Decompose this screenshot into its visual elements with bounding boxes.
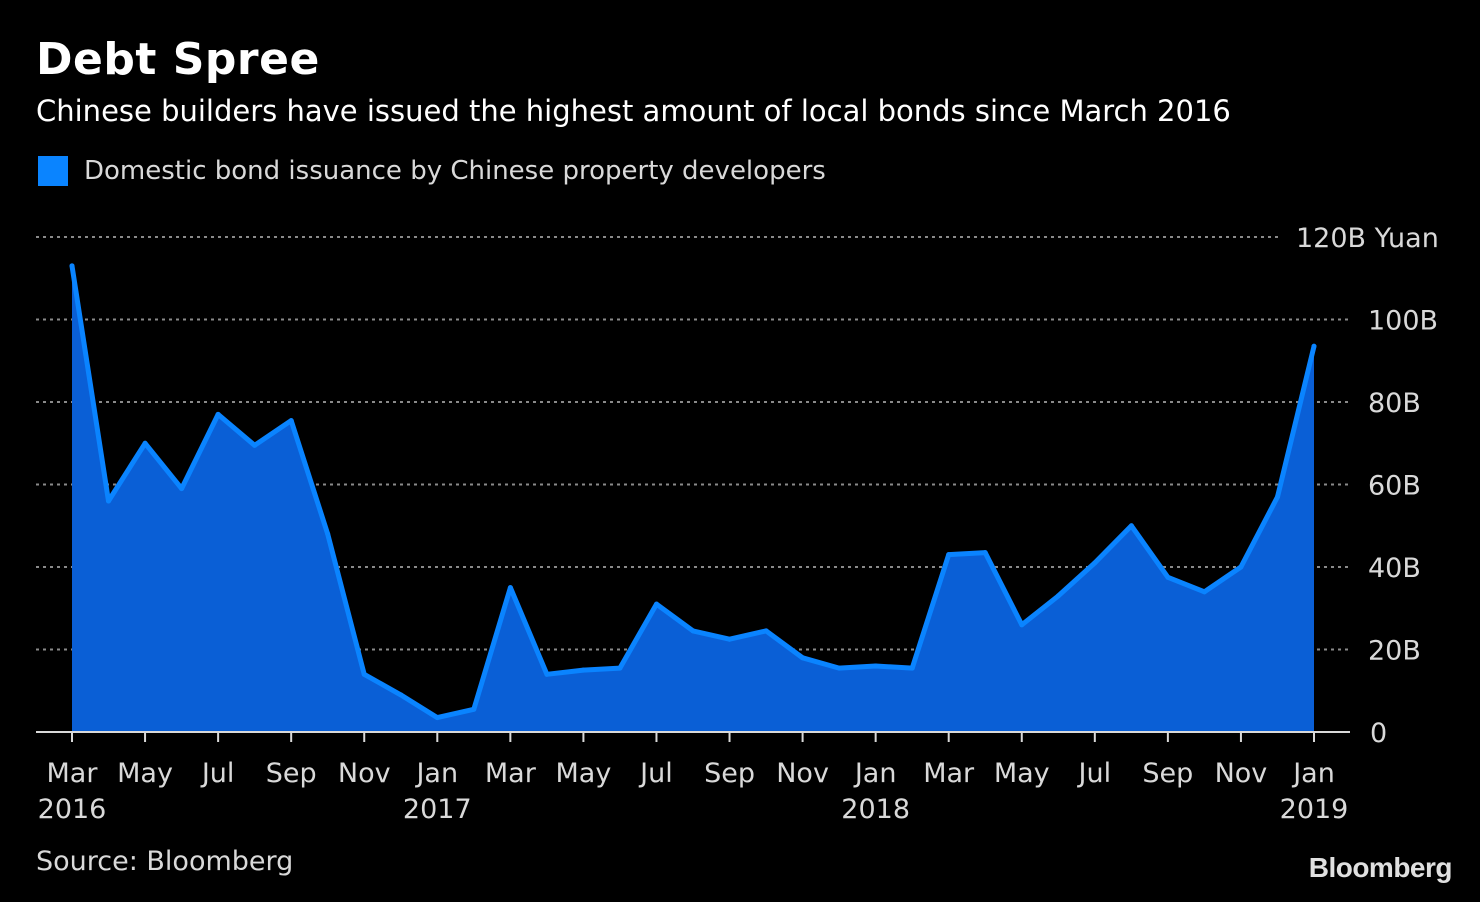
data-point <box>580 667 586 673</box>
x-tick-year-label: 2017 <box>403 794 472 825</box>
x-tick-label: Jan <box>414 758 458 789</box>
chart-title: Debt Spree <box>36 34 320 85</box>
y-tick-label: 0 <box>1370 718 1387 749</box>
y-tick-label: 100B <box>1368 306 1438 337</box>
data-point <box>398 692 404 698</box>
data-point <box>434 715 440 721</box>
x-tick-label: Nov <box>338 758 391 789</box>
area-layer <box>69 263 1317 732</box>
x-tick-label: Sep <box>1142 758 1193 789</box>
data-point <box>873 663 879 669</box>
data-point <box>617 665 623 671</box>
data-point <box>1311 343 1317 349</box>
data-point <box>946 552 952 558</box>
data-point <box>1165 574 1171 580</box>
data-point <box>361 671 367 677</box>
data-point <box>1201 589 1207 595</box>
data-point <box>1055 593 1061 599</box>
y-tick-label: 20B <box>1368 636 1421 667</box>
data-point <box>106 498 111 504</box>
data-point <box>800 655 806 661</box>
x-tick-label: Jul <box>200 758 235 789</box>
data-point <box>179 486 185 492</box>
axis-layer <box>36 731 1350 742</box>
x-tick-label: Jul <box>638 758 673 789</box>
x-tick-label: May <box>117 758 173 789</box>
data-point <box>507 585 513 591</box>
series-area <box>72 265 1314 732</box>
label-layer: 0 20B 40B 60B 80B 100B 120B Yuan Mar 2016 May Jul S… <box>38 223 1439 825</box>
data-point <box>142 440 148 446</box>
x-tick-label: May <box>994 758 1050 789</box>
source-note: Source: Bloomberg <box>36 846 294 877</box>
data-point <box>325 531 331 537</box>
data-point <box>215 411 221 417</box>
data-point <box>1275 494 1280 500</box>
y-tick-label: 80B <box>1368 388 1421 419</box>
y-tick-label: 120B Yuan <box>1296 223 1439 254</box>
data-point <box>727 636 732 642</box>
x-tick-label: Mar <box>923 758 975 789</box>
x-tick-label: Nov <box>776 758 829 789</box>
data-point <box>982 550 988 556</box>
x-tick-year-label: 2018 <box>841 794 910 825</box>
x-tick-label: Jan <box>1291 758 1335 789</box>
data-point <box>836 665 842 671</box>
data-point <box>471 706 477 712</box>
bloomberg-logo: Bloomberg <box>1308 852 1453 883</box>
x-tick-year-label: 2016 <box>38 794 107 825</box>
data-point <box>1238 564 1244 570</box>
x-tick-label: Sep <box>704 758 755 789</box>
x-tick-label: Nov <box>1215 758 1268 789</box>
x-tick-label: Mar <box>47 758 99 789</box>
data-point <box>1019 622 1025 628</box>
data-point <box>654 601 659 607</box>
data-point <box>1128 523 1134 529</box>
x-tick-label: Jul <box>1077 758 1112 789</box>
data-point <box>690 628 696 634</box>
chart-subtitle: Chinese builders have issued the highest… <box>36 94 1231 128</box>
data-point <box>763 628 769 634</box>
data-point <box>252 442 258 448</box>
data-point <box>544 671 550 677</box>
legend-label: Domestic bond issuance by Chinese proper… <box>84 156 826 186</box>
y-tick-label: 40B <box>1368 553 1421 584</box>
legend: Domestic bond issuance by Chinese proper… <box>38 156 826 186</box>
data-point <box>288 418 294 424</box>
data-point <box>909 665 915 671</box>
data-point <box>69 263 75 269</box>
x-tick-year-label: 2019 <box>1280 794 1349 825</box>
legend-swatch <box>38 156 68 186</box>
data-point <box>1092 560 1098 566</box>
y-tick-label: 60B <box>1368 471 1421 502</box>
x-tick-label: May <box>555 758 611 789</box>
x-tick-label: Sep <box>266 758 317 789</box>
x-tick-label: Jan <box>853 758 897 789</box>
x-tick-label: Mar <box>485 758 537 789</box>
